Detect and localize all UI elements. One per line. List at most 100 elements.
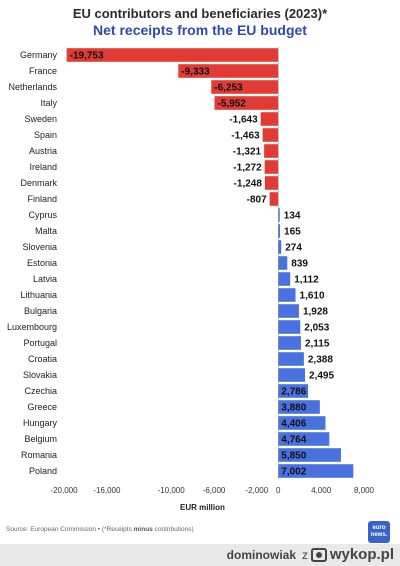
footer-username[interactable]: dominowiak	[226, 548, 296, 562]
source-suffix: contributions)	[152, 526, 194, 533]
chart-header: EU contributors and beneficiaries (2023)…	[0, 6, 400, 39]
bar-hungary	[278, 416, 326, 430]
x-tick-label-7: 8,000	[354, 486, 375, 495]
value-label-germany: -19,753	[70, 51, 104, 62]
category-label-luxembourg: Luxembourg	[7, 322, 57, 332]
bar-poland	[278, 464, 354, 478]
x-tick-label-6: 4,000	[311, 486, 332, 495]
footer-brand[interactable]: wykop.pl	[310, 546, 394, 563]
category-label-hungary: Hungary	[23, 418, 58, 428]
bar-cyprus	[278, 208, 280, 222]
category-label-cyprus: Cyprus	[28, 210, 57, 220]
value-label-portugal: 2,115	[305, 339, 330, 350]
value-label-italy: -5,952	[218, 99, 247, 110]
bar-slovenia	[278, 240, 282, 254]
x-tick-label-2: -10,000	[158, 486, 186, 495]
value-label-slovenia: 274	[285, 243, 302, 254]
category-label-france: France	[29, 66, 57, 76]
bar-romania	[278, 448, 341, 462]
footer-brand-text: wykop.pl	[329, 546, 394, 563]
bar-austria	[264, 144, 279, 158]
bar-ireland	[264, 160, 279, 174]
value-label-greece: 3,880	[281, 403, 306, 414]
source-note: Source: European Commission • (*Receipts…	[6, 526, 194, 533]
bar-belgium	[278, 432, 330, 446]
value-label-czechia: 2,786	[281, 387, 306, 398]
bar-sweden	[260, 112, 279, 126]
category-label-portugal: Portugal	[23, 338, 57, 348]
category-label-spain: Spain	[34, 130, 57, 140]
logo-line1: euro	[372, 525, 386, 531]
bar-czechia	[278, 384, 309, 398]
value-label-estonia: 839	[291, 259, 308, 270]
chart-title: EU contributors and beneficiaries (2023)…	[72, 6, 328, 21]
value-label-finland: -807	[247, 195, 267, 206]
category-label-slovakia: Slovakia	[23, 370, 57, 380]
bar-finland	[269, 192, 279, 206]
category-label-denmark: Denmark	[20, 178, 57, 188]
footer-bar: dominowiak z wykop.pl	[0, 544, 400, 566]
bar-portugal	[278, 336, 301, 350]
value-label-slovakia: 2,495	[309, 371, 334, 382]
x-tick-label-0: -20,000	[50, 486, 78, 495]
x-axis-title: EUR million	[180, 503, 225, 512]
euronews-logo: euro news.	[368, 521, 390, 543]
category-label-romania: Romania	[21, 450, 57, 460]
bar-bulgaria	[278, 304, 299, 318]
source-prefix: Source: European Commission • (*Receipts	[6, 526, 134, 533]
bar-malta	[278, 224, 281, 238]
category-label-latvia: Latvia	[33, 274, 57, 284]
value-label-romania: 5,850	[281, 451, 306, 462]
category-label-italy: Italy	[40, 98, 57, 108]
bar-estonia	[278, 256, 288, 270]
value-label-belgium: 4,764	[281, 435, 306, 446]
value-label-cyprus: 134	[284, 211, 301, 222]
category-label-lithuania: Lithuania	[20, 290, 57, 300]
category-label-austria: Austria	[29, 146, 57, 156]
category-label-sweden: Sweden	[24, 114, 57, 124]
value-label-malta: 165	[284, 227, 301, 238]
x-tick-label-5: 0	[276, 486, 281, 495]
category-label-poland: Poland	[29, 466, 57, 476]
value-label-bulgaria: 1,928	[303, 307, 328, 318]
category-label-finland: Finland	[27, 194, 57, 204]
value-label-lithuania: 1,610	[300, 291, 325, 302]
value-label-ireland: -1,272	[233, 163, 262, 174]
bar-croatia	[278, 352, 304, 366]
category-label-malta: Malta	[35, 226, 57, 236]
category-label-estonia: Estonia	[27, 258, 57, 268]
x-tick-label-4: -2,000	[246, 486, 269, 495]
x-tick-label-1: -16,000	[93, 486, 121, 495]
value-label-poland: 7,002	[281, 467, 306, 478]
logo-line2: news.	[370, 532, 388, 538]
value-label-austria: -1,321	[233, 147, 262, 158]
category-label-slovenia: Slovenia	[22, 242, 57, 252]
value-label-latvia: 1,112	[294, 275, 319, 286]
category-label-czechia: Czechia	[24, 386, 57, 396]
bar-denmark	[264, 176, 279, 190]
category-label-bulgaria: Bulgaria	[24, 306, 57, 316]
category-label-greece: Greece	[27, 402, 57, 412]
x-tick-label-3: -6,000	[203, 486, 226, 495]
wykop-logo-icon	[310, 547, 327, 562]
category-label-ireland: Ireland	[29, 162, 57, 172]
category-label-netherlands: Netherlands	[8, 82, 57, 92]
value-label-spain: -1,463	[231, 131, 260, 142]
bar-greece	[278, 400, 320, 414]
value-label-sweden: -1,643	[229, 115, 258, 126]
category-label-croatia: Croatia	[28, 354, 57, 364]
bar-luxembourg	[278, 320, 301, 334]
value-label-denmark: -1,248	[234, 179, 263, 190]
bar-france	[178, 64, 279, 78]
value-label-luxembourg: 2,053	[304, 323, 329, 334]
source-emphasis: minus	[133, 526, 153, 533]
value-label-hungary: 4,406	[281, 419, 306, 430]
category-label-belgium: Belgium	[24, 434, 57, 444]
bar-netherlands	[211, 80, 279, 94]
chart-subtitle: Net receipts from the EU budget	[93, 22, 307, 38]
footer-separator: z	[302, 548, 308, 562]
bar-slovakia	[278, 368, 306, 382]
bar-italy	[214, 96, 279, 110]
bar-chart: Germany -19,753 France -9,333 Netherlands -6,…	[7, 47, 375, 495]
value-label-netherlands: -6,253	[214, 83, 243, 94]
